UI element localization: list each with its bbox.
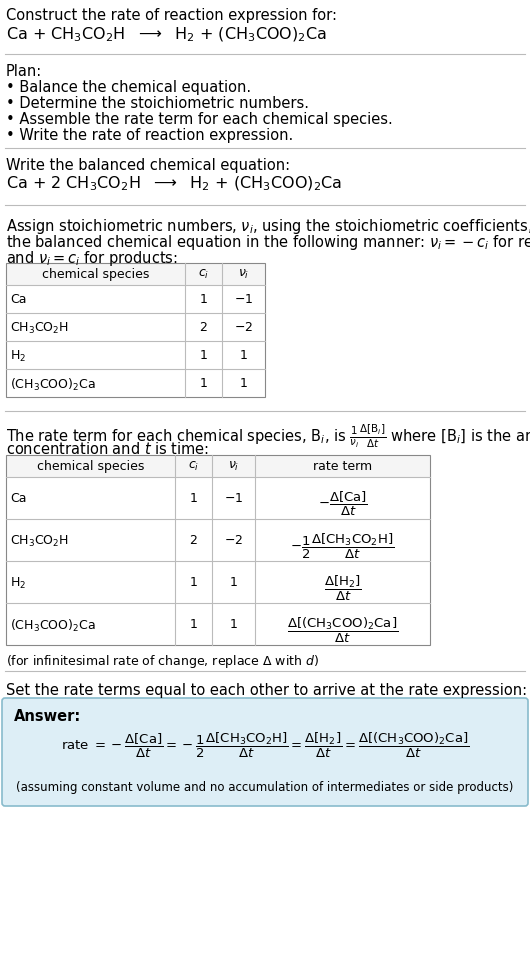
Text: 2: 2 bbox=[200, 321, 207, 334]
Text: $\dfrac{\Delta[\mathrm{H_2}]}{\Delta t}$: $\dfrac{\Delta[\mathrm{H_2}]}{\Delta t}$ bbox=[324, 574, 361, 603]
Text: 2: 2 bbox=[190, 534, 198, 547]
Text: chemical species: chemical species bbox=[37, 460, 144, 473]
Text: (CH$_3$COO)$_2$Ca: (CH$_3$COO)$_2$Ca bbox=[10, 377, 95, 393]
Text: 1: 1 bbox=[200, 293, 207, 306]
Text: $-2$: $-2$ bbox=[224, 534, 243, 547]
Text: 1: 1 bbox=[190, 492, 198, 505]
Text: rate term: rate term bbox=[313, 460, 372, 473]
Text: the balanced chemical equation in the following manner: $\nu_i = -c_i$ for react: the balanced chemical equation in the fo… bbox=[6, 233, 530, 252]
Text: Set the rate terms equal to each other to arrive at the rate expression:: Set the rate terms equal to each other t… bbox=[6, 683, 527, 698]
Text: Write the balanced chemical equation:: Write the balanced chemical equation: bbox=[6, 158, 290, 173]
Text: $\nu_i$: $\nu_i$ bbox=[238, 268, 249, 281]
Text: Answer:: Answer: bbox=[14, 709, 81, 724]
Text: • Write the rate of reaction expression.: • Write the rate of reaction expression. bbox=[6, 128, 293, 143]
Text: $-1$: $-1$ bbox=[234, 293, 253, 306]
Text: CH$_3$CO$_2$H: CH$_3$CO$_2$H bbox=[10, 534, 69, 549]
Text: 1: 1 bbox=[190, 576, 198, 589]
Text: (assuming constant volume and no accumulation of intermediates or side products): (assuming constant volume and no accumul… bbox=[16, 781, 514, 794]
FancyBboxPatch shape bbox=[2, 698, 528, 806]
Text: • Assemble the rate term for each chemical species.: • Assemble the rate term for each chemic… bbox=[6, 112, 393, 127]
Text: Ca: Ca bbox=[10, 492, 27, 505]
Text: Plan:: Plan: bbox=[6, 64, 42, 79]
Text: 1: 1 bbox=[229, 576, 237, 589]
Text: $c_i$: $c_i$ bbox=[188, 460, 199, 473]
Text: 1: 1 bbox=[240, 349, 248, 362]
Text: Construct the rate of reaction expression for:: Construct the rate of reaction expressio… bbox=[6, 8, 337, 23]
Text: 1: 1 bbox=[240, 377, 248, 390]
Bar bbox=[6, 263, 265, 285]
Text: Ca + CH$_3$CO$_2$H  $\longrightarrow$  H$_2$ + (CH$_3$COO)$_2$Ca: Ca + CH$_3$CO$_2$H $\longrightarrow$ H$_… bbox=[6, 26, 327, 44]
Text: rate $= -\dfrac{\Delta[\mathrm{Ca}]}{\Delta t} = -\dfrac{1}{2}\dfrac{\Delta[\mat: rate $= -\dfrac{\Delta[\mathrm{Ca}]}{\De… bbox=[61, 731, 469, 760]
Text: Assign stoichiometric numbers, $\nu_i$, using the stoichiometric coefficients, $: Assign stoichiometric numbers, $\nu_i$, … bbox=[6, 217, 530, 236]
Bar bbox=[6, 455, 430, 477]
Text: $-2$: $-2$ bbox=[234, 321, 253, 334]
Text: chemical species: chemical species bbox=[42, 268, 149, 281]
Text: The rate term for each chemical species, B$_i$, is $\frac{1}{\nu_i}\frac{\Delta[: The rate term for each chemical species,… bbox=[6, 423, 530, 451]
Text: $-1$: $-1$ bbox=[224, 492, 243, 505]
Text: $\dfrac{\Delta[\mathrm{(CH_3COO)_2Ca}]}{\Delta t}$: $\dfrac{\Delta[\mathrm{(CH_3COO)_2Ca}]}{… bbox=[287, 616, 398, 645]
Text: $-\dfrac{1}{2}\dfrac{\Delta[\mathrm{CH_3CO_2H}]}{\Delta t}$: $-\dfrac{1}{2}\dfrac{\Delta[\mathrm{CH_3… bbox=[290, 532, 395, 561]
Text: (CH$_3$COO)$_2$Ca: (CH$_3$COO)$_2$Ca bbox=[10, 618, 95, 634]
Text: 1: 1 bbox=[190, 618, 198, 631]
Text: Ca: Ca bbox=[10, 293, 27, 306]
Text: concentration and $t$ is time:: concentration and $t$ is time: bbox=[6, 441, 209, 457]
Bar bbox=[6, 263, 265, 397]
Text: 1: 1 bbox=[229, 618, 237, 631]
Text: CH$_3$CO$_2$H: CH$_3$CO$_2$H bbox=[10, 321, 69, 336]
Text: (for infinitesimal rate of change, replace $\Delta$ with $d$): (for infinitesimal rate of change, repla… bbox=[6, 653, 319, 670]
Bar bbox=[6, 455, 430, 645]
Text: 1: 1 bbox=[200, 377, 207, 390]
Text: $-\dfrac{\Delta[\mathrm{Ca}]}{\Delta t}$: $-\dfrac{\Delta[\mathrm{Ca}]}{\Delta t}$ bbox=[317, 490, 367, 518]
Text: 1: 1 bbox=[200, 349, 207, 362]
Text: $\nu_i$: $\nu_i$ bbox=[228, 460, 239, 473]
Text: Ca + 2 CH$_3$CO$_2$H  $\longrightarrow$  H$_2$ + (CH$_3$COO)$_2$Ca: Ca + 2 CH$_3$CO$_2$H $\longrightarrow$ H… bbox=[6, 175, 342, 193]
Text: • Balance the chemical equation.: • Balance the chemical equation. bbox=[6, 80, 251, 95]
Text: H$_2$: H$_2$ bbox=[10, 349, 26, 364]
Text: H$_2$: H$_2$ bbox=[10, 576, 26, 591]
Text: $c_i$: $c_i$ bbox=[198, 268, 209, 281]
Text: • Determine the stoichiometric numbers.: • Determine the stoichiometric numbers. bbox=[6, 96, 309, 111]
Text: and $\nu_i = c_i$ for products:: and $\nu_i = c_i$ for products: bbox=[6, 249, 178, 268]
